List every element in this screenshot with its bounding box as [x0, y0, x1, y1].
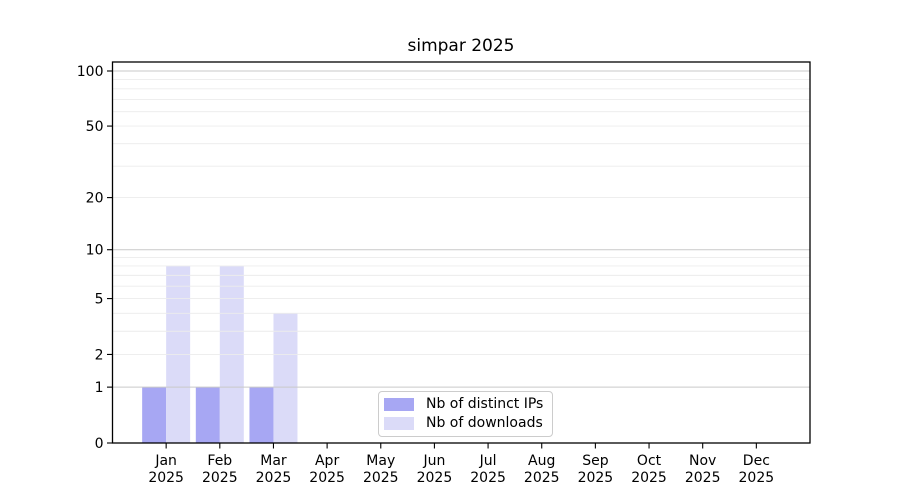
- x-month-label: Jul: [479, 453, 497, 469]
- y-tick-label: 5: [95, 292, 104, 308]
- x-month-label: Jun: [422, 453, 445, 469]
- y-tick-label: 10: [86, 243, 104, 259]
- x-month-label: Feb: [207, 453, 232, 469]
- x-year-label: 2025: [685, 470, 721, 486]
- y-tick-label: 50: [86, 119, 104, 135]
- bar-distinct-ips: [195, 387, 220, 443]
- x-year-label: 2025: [524, 470, 560, 486]
- x-month-label: Sep: [582, 453, 609, 469]
- bar-downloads: [273, 313, 298, 443]
- y-tick-label: 20: [86, 191, 104, 207]
- y-tick-label: 1: [95, 380, 104, 396]
- legend-label-downloads: Nb of downloads: [426, 415, 543, 431]
- plot-frame: [111, 61, 811, 444]
- x-year-label: 2025: [417, 470, 453, 486]
- bar-distinct-ips: [249, 387, 274, 443]
- legend-item-downloads: Nb of downloads: [384, 415, 543, 431]
- x-year-label: 2025: [309, 470, 345, 486]
- x-month-label: Jan: [154, 453, 177, 469]
- x-year-label: 2025: [739, 470, 775, 486]
- x-month-label: Dec: [743, 453, 770, 469]
- bar-distinct-ips: [142, 387, 167, 443]
- y-tick-label: 0: [95, 436, 104, 452]
- x-year-label: 2025: [202, 470, 238, 486]
- x-year-label: 2025: [363, 470, 399, 486]
- legend-item-distinct-ips: Nb of distinct IPs: [384, 396, 543, 412]
- legend: Nb of distinct IPs Nb of downloads: [378, 391, 554, 437]
- legend-swatch-distinct-ips: [384, 397, 414, 411]
- x-month-label: Oct: [637, 453, 662, 469]
- x-month-label: Aug: [528, 453, 555, 469]
- x-year-label: 2025: [470, 470, 506, 486]
- chart-title: simpar 2025: [407, 36, 515, 56]
- x-year-label: 2025: [631, 470, 667, 486]
- legend-label-distinct-ips: Nb of distinct IPs: [426, 396, 544, 412]
- legend-swatch-downloads: [384, 416, 414, 430]
- x-month-label: Nov: [689, 453, 716, 469]
- x-month-label: May: [366, 453, 395, 469]
- x-month-label: Apr: [315, 453, 339, 469]
- x-year-label: 2025: [256, 470, 292, 486]
- x-year-label: 2025: [148, 470, 184, 486]
- x-month-label: Mar: [260, 453, 287, 469]
- x-year-label: 2025: [578, 470, 614, 486]
- y-tick-label: 2: [95, 347, 104, 363]
- y-tick-label: 100: [77, 64, 104, 80]
